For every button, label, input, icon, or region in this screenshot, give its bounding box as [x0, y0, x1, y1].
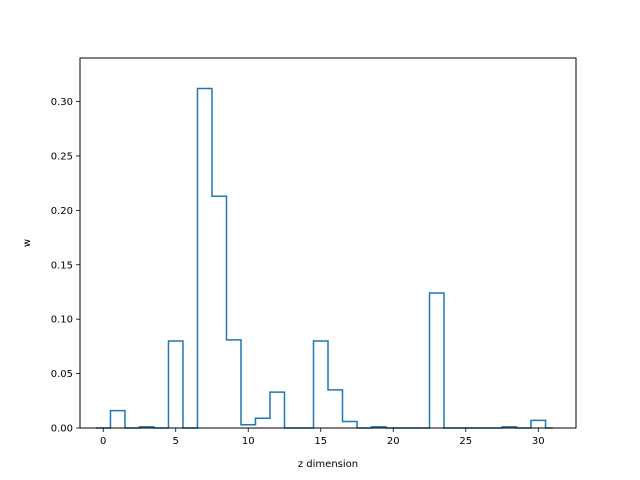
x-tick-label: 5 — [173, 436, 179, 447]
axes-frame — [79, 57, 577, 429]
y-tick-label: 0.00 — [51, 424, 73, 435]
x-tick-label: 20 — [387, 436, 400, 447]
y-tick-label: 0.05 — [51, 369, 73, 380]
x-tick-label: 25 — [459, 436, 472, 447]
y-tick-label: 0.25 — [51, 151, 73, 162]
x-tick-label: 15 — [314, 436, 327, 447]
y-tick-label: 0.30 — [51, 97, 73, 108]
y-axis-ticks: 0.00 0.05 0.10 0.15 0.20 0.25 0.30 — [51, 97, 80, 435]
y-tick-label: 0.15 — [51, 260, 73, 271]
x-axis-label: z dimension — [298, 459, 358, 470]
x-axis-ticks: 0 5 10 15 20 25 30 — [100, 428, 545, 447]
y-axis-label: w — [22, 239, 33, 247]
y-tick-label: 0.10 — [51, 315, 73, 326]
x-tick-label: 30 — [532, 436, 545, 447]
x-tick-label: 0 — [100, 436, 106, 447]
x-tick-label: 10 — [242, 436, 255, 447]
y-tick-label: 0.20 — [51, 206, 73, 217]
